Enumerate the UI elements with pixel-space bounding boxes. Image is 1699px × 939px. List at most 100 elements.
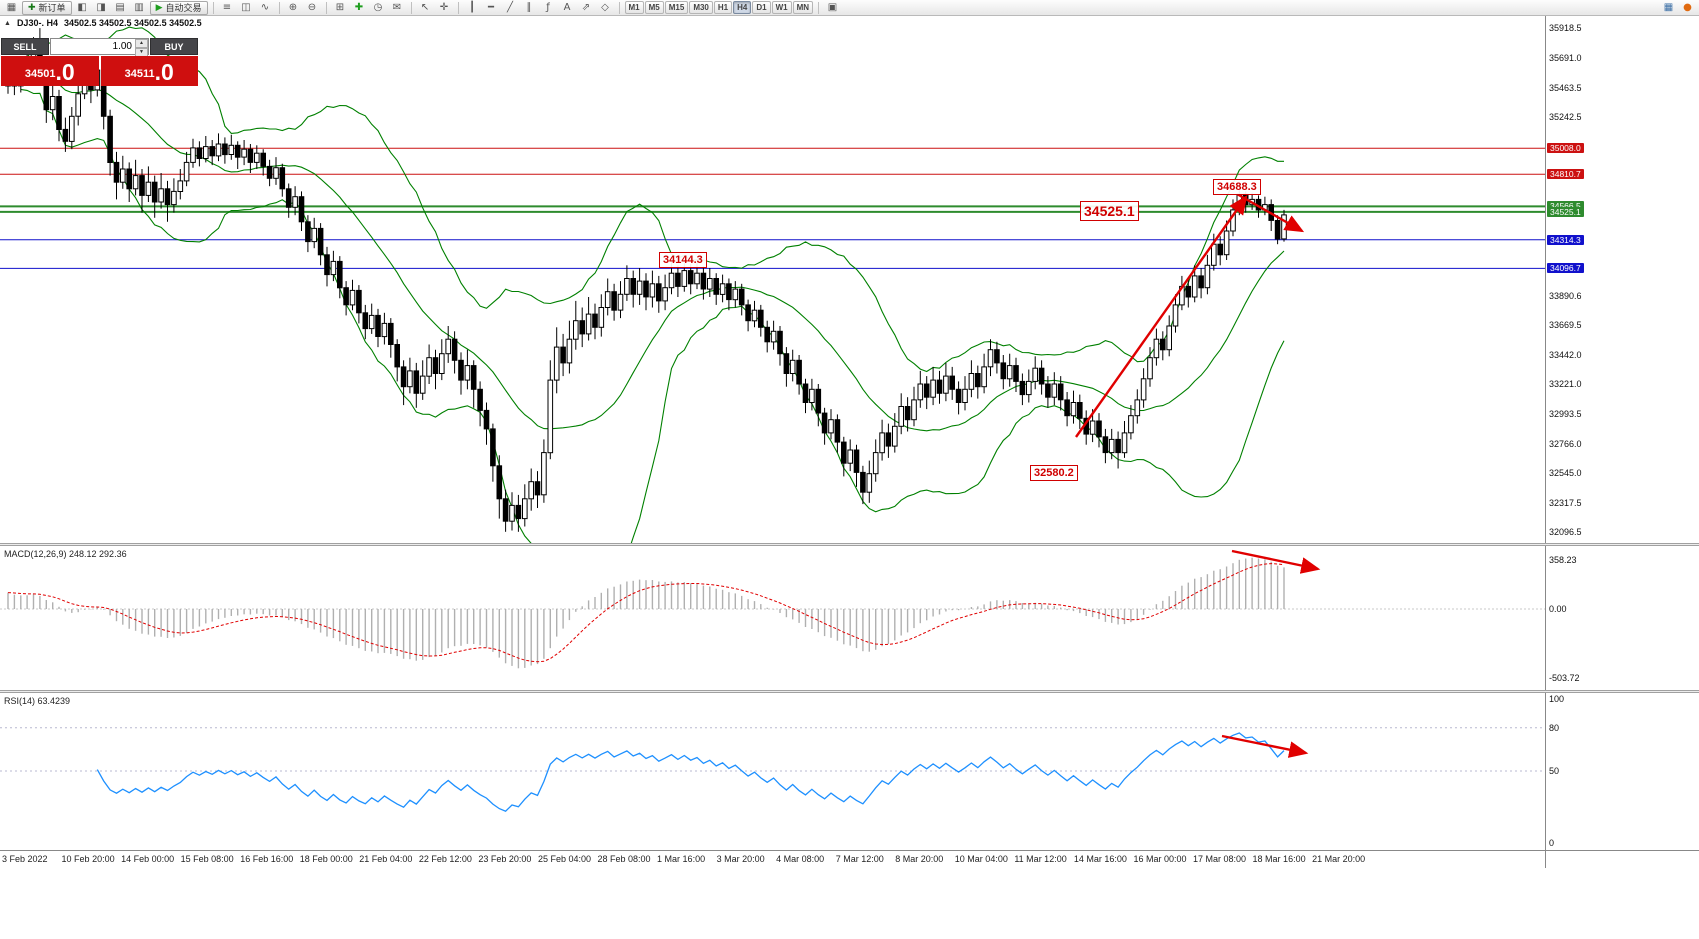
periods-icon[interactable]: ◷: [373, 2, 383, 13]
candle-body: [362, 312, 369, 330]
candle-body: [630, 278, 637, 295]
candle-body: [279, 167, 286, 190]
time-axis-label: 21 Mar 20:00: [1312, 854, 1366, 864]
price-chart-plot-area[interactable]: [0, 16, 1699, 543]
buy-button[interactable]: BUY: [150, 38, 198, 55]
candlestick-chart-icon[interactable]: ◫: [241, 2, 251, 13]
candle-body: [700, 272, 707, 290]
fibonacci-icon[interactable]: ƒ: [546, 2, 550, 13]
timeframe-w1[interactable]: W1: [771, 1, 792, 14]
candle-body: [1051, 383, 1058, 398]
rsi-panel[interactable]: RSI(14) 63.4239: [0, 693, 1699, 850]
panel-splitter-macd[interactable]: [0, 543, 1699, 546]
data-window-icon[interactable]: ◨: [96, 2, 106, 13]
candle-body: [241, 148, 247, 158]
candle-body: [719, 283, 726, 295]
indicators-icon[interactable]: ✚: [354, 2, 364, 13]
price-axis-label: 33669.5: [1549, 319, 1582, 330]
macd-plot-area[interactable]: [0, 546, 1699, 690]
equidistant-channel-icon[interactable]: ∥: [526, 2, 532, 13]
macd-panel[interactable]: MACD(12,26,9) 248.12 292.36: [0, 546, 1699, 690]
candle-body: [158, 188, 164, 203]
price-axis-label: 35463.5: [1549, 83, 1582, 94]
tile-windows-icon[interactable]: ⊞: [335, 2, 345, 13]
bar-chart-icon[interactable]: ≡: [222, 2, 232, 13]
mail-icon[interactable]: ✉: [392, 2, 402, 13]
timeframe-h4[interactable]: H4: [733, 1, 752, 14]
candle-body: [1057, 383, 1064, 401]
chart-list-icon[interactable]: ▣: [827, 2, 838, 13]
price-axis-column[interactable]: 35918.5 35691.0 35463.5 35242.5 33890.6 33669…: [1545, 0, 1699, 868]
candle-body: [1211, 243, 1217, 266]
timeframe-m30[interactable]: M30: [689, 1, 713, 14]
candle-body: [789, 359, 796, 374]
candle-body: [1166, 325, 1173, 351]
rsi-line: [96, 732, 1285, 812]
timeframe-mn[interactable]: MN: [792, 1, 814, 14]
line-chart-icon[interactable]: ∿: [260, 2, 270, 13]
time-axis-label: 10 Feb 20:00: [61, 854, 115, 864]
sell-price-display[interactable]: 34501.0: [1, 56, 99, 86]
new-order-icon: ✚: [28, 2, 36, 12]
time-axis-label: 25 Feb 04:00: [537, 854, 591, 864]
time-axis[interactable]: 3 Feb 2022 10 Feb 20:00 14 Feb 00:00 15 Feb…: [0, 850, 1699, 868]
candle-body: [528, 481, 535, 500]
candle-body: [1083, 417, 1090, 435]
candle-body: [292, 196, 298, 208]
volume-input[interactable]: [51, 39, 135, 54]
volume-field[interactable]: ▲ ▼: [50, 38, 149, 57]
timeframe-switcher: M1 M5 M15 M30 H1 H4 D1 W1 MN: [624, 1, 814, 14]
crosshair-icon[interactable]: ✛: [439, 2, 449, 13]
candle-body: [860, 471, 866, 493]
connection-status-icon[interactable]: ●: [1683, 2, 1692, 13]
candle-body: [69, 115, 75, 142]
time-axis-label: 15 Feb 08:00: [180, 854, 234, 864]
volume-up-button[interactable]: ▲: [135, 39, 148, 48]
bollinger-band-line: [20, 88, 1285, 543]
candle-body: [183, 161, 190, 182]
candle-body: [1153, 338, 1160, 359]
arrow-tool-icon[interactable]: ⇗: [581, 2, 591, 13]
time-axis-label: 21 Feb 04:00: [359, 854, 413, 864]
chart-window-icon[interactable]: ▦: [6, 2, 17, 13]
sell-button[interactable]: SELL: [1, 38, 49, 55]
timeframe-m1[interactable]: M1: [624, 1, 644, 14]
candle-body: [975, 373, 981, 388]
candle-body: [496, 465, 503, 500]
candle-body: [113, 161, 120, 183]
timeframe-m5[interactable]: M5: [644, 1, 664, 14]
price-axis-label: 35242.5: [1549, 112, 1582, 123]
new-order-button[interactable]: ✚ 新订单: [22, 0, 72, 15]
window-icon[interactable]: ▦: [1663, 2, 1674, 13]
rsi-plot-area[interactable]: [0, 693, 1699, 850]
timeframe-d1[interactable]: D1: [752, 1, 771, 14]
horizontal-line-icon[interactable]: ━: [487, 2, 495, 13]
autotrading-button[interactable]: ▶ 自动交易: [149, 0, 208, 15]
toolbar-separator: [212, 1, 214, 14]
zoom-in-icon[interactable]: ⊕: [288, 2, 298, 13]
candle-body: [177, 180, 184, 192]
buy-price-display[interactable]: 34511.0: [100, 56, 198, 86]
candle-body: [917, 383, 924, 401]
market-watch-icon[interactable]: ◧: [77, 2, 87, 13]
candle-body: [375, 314, 381, 337]
text-label-icon[interactable]: A: [563, 2, 571, 13]
candle-body: [911, 399, 917, 421]
panel-splitter-rsi[interactable]: [0, 690, 1699, 693]
timeframe-m15[interactable]: M15: [664, 1, 689, 14]
navigator-icon[interactable]: ▤: [115, 2, 125, 13]
shapes-icon[interactable]: ◇: [601, 2, 609, 13]
trendline-icon[interactable]: ╱: [506, 2, 514, 13]
cursor-icon[interactable]: ↖: [420, 2, 430, 13]
terminal-icon[interactable]: ▥: [134, 2, 144, 13]
candle-body: [234, 144, 241, 158]
vertical-line-icon[interactable]: ┃: [468, 2, 476, 13]
zoom-out-icon[interactable]: ⊖: [307, 2, 317, 13]
candle-body: [949, 375, 956, 390]
price-chart-panel[interactable]: ▲ DJ30-. H4 34502.5 34502.5 34502.5 3450…: [0, 16, 1699, 543]
candle-body: [1006, 365, 1013, 380]
timeframe-h1[interactable]: H1: [713, 1, 733, 14]
candle-body: [126, 168, 133, 190]
candle-body: [955, 388, 962, 403]
